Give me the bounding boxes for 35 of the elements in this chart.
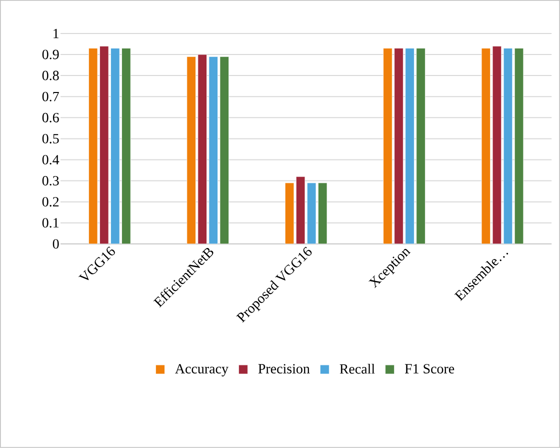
bar [100,46,109,244]
bar [318,182,328,244]
bar [394,48,404,244]
bar [110,48,120,244]
y-tick-label: 0.1 [42,218,58,228]
bar [405,48,414,244]
y-tick-label: 0.3 [42,176,59,186]
y-tick-label: 0.4 [42,155,60,165]
legend-label: F1 Score [404,364,454,374]
bar [383,48,392,244]
y-tick-label: 0 [52,239,59,249]
legend-label: Accuracy [175,364,228,376]
bar [88,48,98,244]
y-tick-label: 0.2 [42,197,59,207]
bar [416,48,426,244]
bar [220,56,229,244]
bar [492,46,502,244]
bar [514,48,524,244]
y-tick-label: 0.9 [42,50,59,60]
bar [306,182,316,244]
y-tick-label: 1 [54,28,58,38]
bar [481,48,491,244]
y-tick-label: 0.7 [42,92,59,102]
y-tick-label: 0.8 [42,70,59,80]
y-tick-label: 0.6 [42,113,59,123]
y-tick-label: 0.5 [42,134,59,144]
bar [186,56,196,244]
bar [296,176,306,244]
bar [122,48,131,244]
bar [208,56,218,244]
legend-label: Precision [258,364,310,374]
bar [503,48,513,244]
legend-label: Recall [340,364,375,374]
bar [284,182,294,244]
bar [198,54,207,244]
